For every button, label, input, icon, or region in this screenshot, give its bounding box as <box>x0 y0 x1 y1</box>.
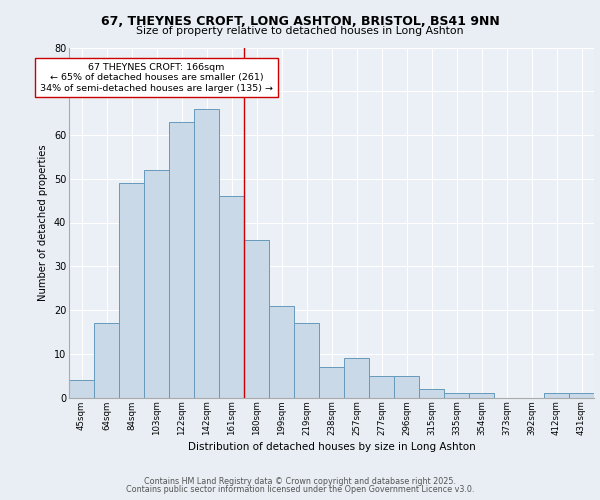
Bar <box>419 389 444 398</box>
Bar <box>119 183 144 398</box>
Bar <box>269 306 294 398</box>
Text: Contains HM Land Registry data © Crown copyright and database right 2025.: Contains HM Land Registry data © Crown c… <box>144 477 456 486</box>
Bar <box>144 170 169 398</box>
Bar <box>69 380 94 398</box>
Bar <box>244 240 269 398</box>
Bar <box>319 367 344 398</box>
Bar <box>344 358 369 398</box>
Text: Size of property relative to detached houses in Long Ashton: Size of property relative to detached ho… <box>136 26 464 36</box>
Bar <box>569 393 594 398</box>
Bar <box>219 196 244 398</box>
Y-axis label: Number of detached properties: Number of detached properties <box>38 144 48 301</box>
Text: 67, THEYNES CROFT, LONG ASHTON, BRISTOL, BS41 9NN: 67, THEYNES CROFT, LONG ASHTON, BRISTOL,… <box>101 15 499 28</box>
Bar <box>544 393 569 398</box>
Bar <box>444 393 469 398</box>
Text: 67 THEYNES CROFT: 166sqm
← 65% of detached houses are smaller (261)
34% of semi-: 67 THEYNES CROFT: 166sqm ← 65% of detach… <box>40 63 273 92</box>
Bar <box>169 122 194 398</box>
Bar <box>369 376 394 398</box>
Bar <box>194 109 219 398</box>
Text: Contains public sector information licensed under the Open Government Licence v3: Contains public sector information licen… <box>126 485 474 494</box>
Bar <box>294 323 319 398</box>
Bar <box>469 393 494 398</box>
X-axis label: Distribution of detached houses by size in Long Ashton: Distribution of detached houses by size … <box>188 442 475 452</box>
Bar <box>94 323 119 398</box>
Bar <box>394 376 419 398</box>
